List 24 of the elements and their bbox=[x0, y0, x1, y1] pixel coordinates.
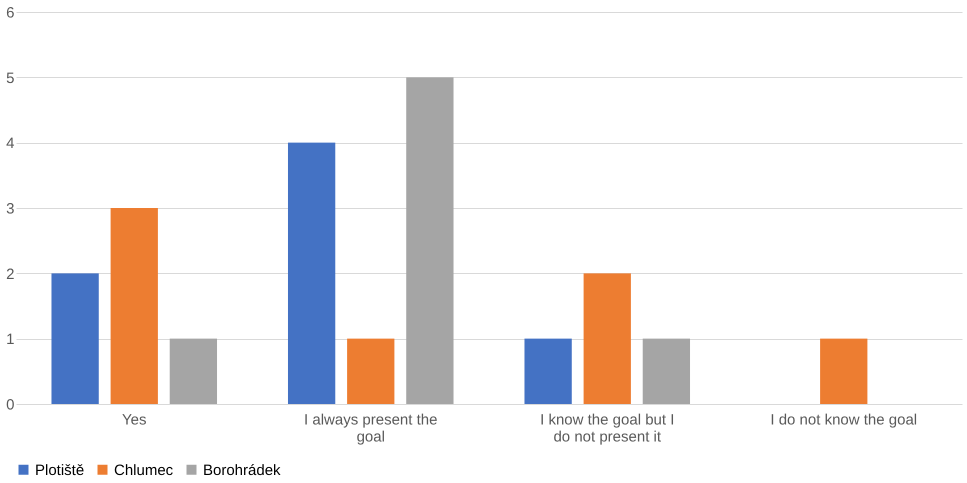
legend-label: Chlumec bbox=[114, 462, 174, 479]
bar bbox=[51, 273, 99, 404]
x-tick-label: I do not know the goal bbox=[770, 412, 918, 428]
x-tick-label: Yes bbox=[122, 412, 146, 428]
bar bbox=[642, 338, 690, 404]
y-tick-label: 2 bbox=[6, 266, 14, 283]
y-tick-label: 5 bbox=[6, 70, 14, 87]
bar bbox=[347, 338, 394, 404]
bar bbox=[820, 338, 868, 404]
legend-label: Borohrádek bbox=[203, 462, 282, 479]
y-tick-label: 3 bbox=[6, 200, 14, 218]
x-tick-label: I always present the goal bbox=[304, 412, 438, 446]
y-tick-label: 1 bbox=[6, 331, 14, 348]
bar bbox=[584, 273, 631, 404]
bar bbox=[110, 208, 158, 404]
y-tick-label: 4 bbox=[6, 135, 14, 152]
bar bbox=[170, 338, 218, 404]
bar bbox=[288, 142, 336, 404]
x-tick-label: I know the goal but I do not present it bbox=[540, 412, 674, 446]
y-tick-label: 0 bbox=[6, 396, 14, 414]
legend-label: Plotiště bbox=[35, 462, 84, 479]
y-tick-label: 6 bbox=[6, 4, 14, 22]
bar bbox=[406, 77, 454, 404]
bar bbox=[524, 338, 572, 404]
